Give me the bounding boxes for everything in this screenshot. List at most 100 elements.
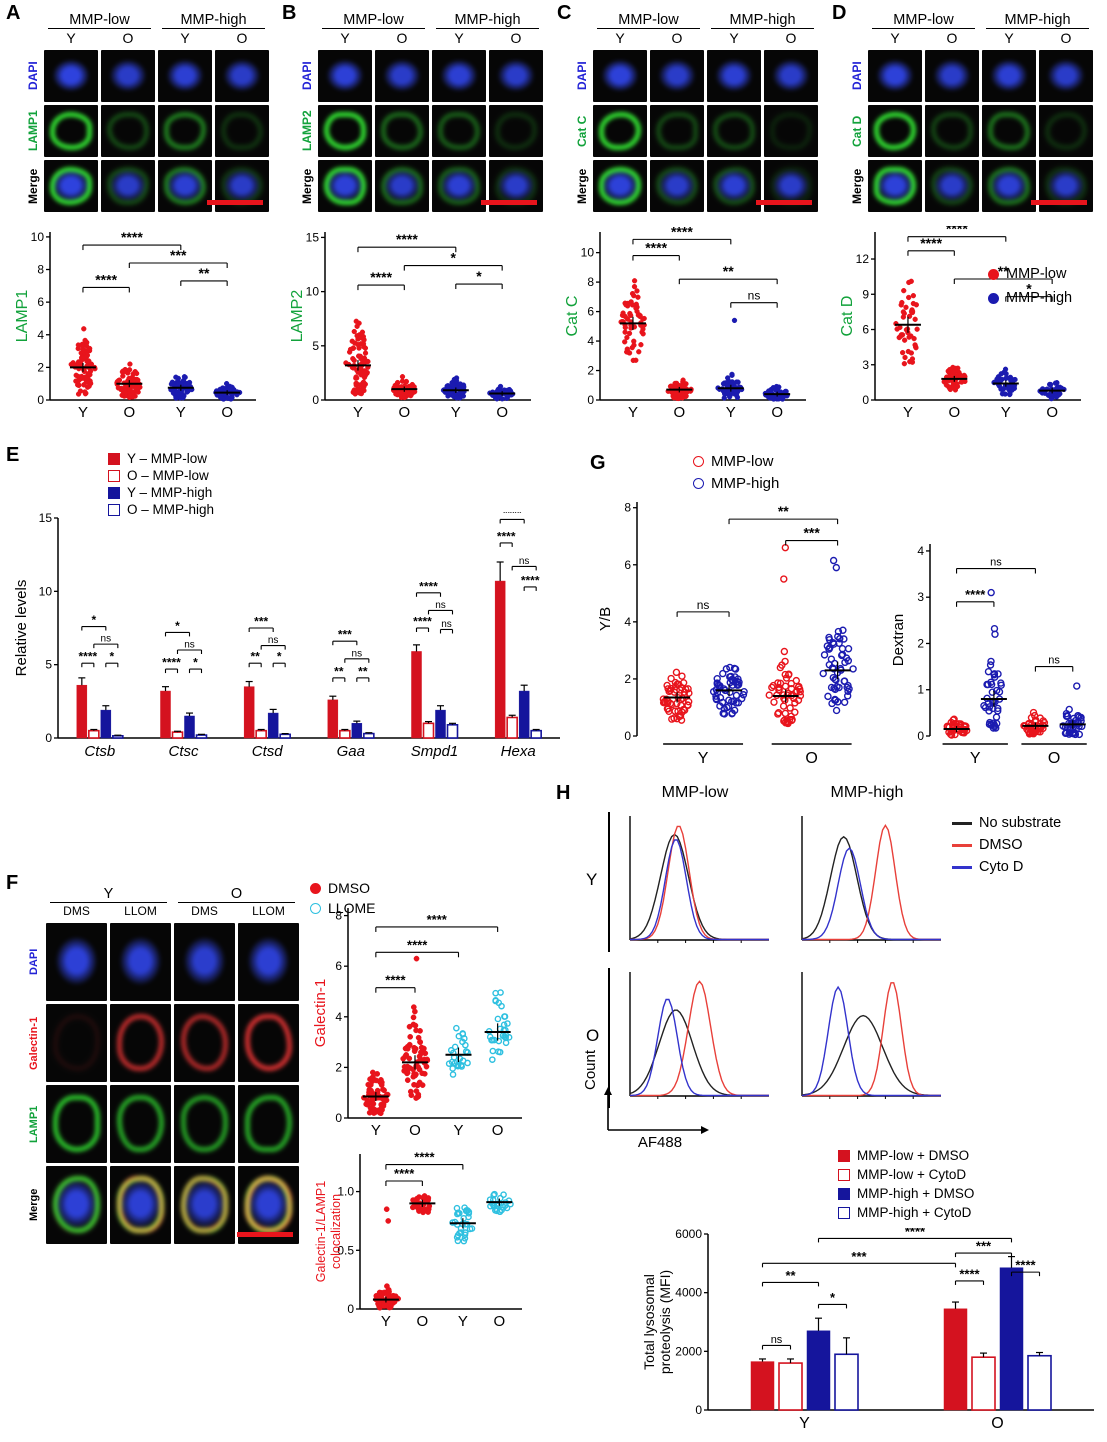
svg-text:2: 2 — [917, 636, 924, 650]
svg-text:O: O — [991, 1415, 1003, 1432]
svg-text:**: ** — [358, 664, 368, 678]
svg-text:4: 4 — [624, 615, 631, 629]
micro-cell — [44, 160, 98, 212]
svg-text:5: 5 — [312, 339, 319, 353]
membrane-signal — [769, 166, 813, 205]
panel-c-label: C — [557, 2, 572, 24]
legend-marker-icon — [108, 452, 120, 465]
micro-group-header: MMP-low — [597, 12, 700, 29]
micro-cell — [318, 160, 372, 212]
count-axis-label: Count — [582, 1049, 599, 1090]
micro-column-label: O — [1060, 30, 1072, 46]
micro-cell — [110, 1085, 171, 1163]
micro-cell — [158, 105, 212, 157]
flow-row-bracket-y — [608, 812, 610, 952]
flow-row-label-o: O — [586, 1026, 600, 1045]
micro-cell — [238, 1004, 299, 1082]
legend-label: MMP-low + DMSO — [857, 1148, 970, 1163]
panel-f-legend: DMSO LLOME — [310, 878, 375, 918]
proteolysis-bar-chart: 0 2000 4000 6000 Total lysosomal proteolysis … — [640, 1224, 1102, 1441]
nucleus-signal — [601, 58, 639, 93]
scatter-chart: 0 0.5 1.0 Galectin-1/LAMP1 colocalization Y O Y… — [314, 1150, 522, 1330]
flow-plot-y-mmp-low — [618, 806, 773, 961]
scale-bar — [207, 200, 263, 205]
panel-b-chart: 0 5 10 15 LAMP2 Y O Y O **** **** * * — [289, 226, 541, 429]
nucleus-signal — [658, 58, 696, 93]
flow-curve — [629, 1009, 769, 1097]
membrane-signal — [180, 1176, 229, 1234]
flow-plot-y-mmp-high — [790, 806, 945, 961]
micro-group-header: MMP-low — [48, 12, 151, 29]
proteolysis-bar-legend: MMP-low + DMSO MMP-low + CytoD MMP-high + … — [838, 1146, 974, 1222]
svg-text:*: * — [175, 619, 180, 633]
micro-cell — [101, 50, 155, 102]
svg-text:****: **** — [394, 1166, 415, 1181]
membrane-signal — [598, 111, 642, 150]
micro-cell — [764, 105, 818, 157]
svg-text:0: 0 — [37, 393, 44, 407]
svg-text:***: *** — [851, 1249, 867, 1264]
micro-cell — [174, 1004, 235, 1082]
micro-row-label: DAPI — [300, 61, 314, 91]
nucleus-signal — [933, 58, 971, 93]
panel-f-chart-galectin: 0 2 4 6 8 Galectin-1 Y O Y O **** **** **** — [312, 902, 530, 1147]
legend-label: DMSO — [979, 837, 1023, 853]
micro-cell — [238, 923, 299, 1001]
micro-cell — [174, 1085, 235, 1163]
micro-cell — [982, 160, 1036, 212]
micro-column-label: O — [122, 30, 134, 46]
svg-text:Y: Y — [628, 404, 638, 421]
svg-text:0: 0 — [347, 1302, 354, 1316]
membrane-signal — [494, 111, 538, 150]
micro-column-label: Y — [1004, 30, 1014, 46]
svg-text:**: ** — [998, 263, 1009, 279]
micro-cell — [375, 50, 429, 102]
micro-cell — [101, 160, 155, 212]
micro-cell — [868, 50, 922, 102]
micro-cell — [925, 160, 979, 212]
svg-text:2: 2 — [335, 1060, 342, 1074]
svg-text:Gaa: Gaa — [337, 743, 365, 760]
svg-text:Y: Y — [353, 404, 363, 421]
svg-text:****: **** — [370, 269, 392, 285]
svg-text:0: 0 — [335, 1111, 342, 1125]
svg-text:*: * — [91, 613, 96, 627]
micro-cell — [868, 105, 922, 157]
legend-marker-icon — [108, 503, 120, 516]
svg-text:0.5: 0.5 — [337, 1243, 354, 1257]
membrane-signal — [873, 111, 917, 150]
micro-cell — [925, 50, 979, 102]
svg-text:ns: ns — [1048, 655, 1060, 667]
membrane-signal — [437, 111, 481, 150]
legend-marker-icon — [838, 1149, 850, 1162]
svg-text:**: ** — [199, 265, 210, 281]
svg-text:Y: Y — [698, 750, 709, 767]
micro-cell — [158, 50, 212, 102]
panel-b-microscopy: MMP-low MMP-high Y O Y O DAPI LAMP2 Merge — [296, 12, 543, 212]
micro-column-label: O — [510, 30, 522, 46]
svg-text:Cat D: Cat D — [839, 296, 856, 337]
legend-label: Y – MMP-high — [127, 485, 213, 500]
svg-text:ns: ns — [101, 634, 112, 645]
svg-text:****: **** — [414, 1150, 435, 1165]
legend-label: MMP-low — [1006, 266, 1067, 282]
svg-text:ns: ns — [990, 557, 1002, 569]
micro-row-label: Merge — [300, 168, 314, 204]
legend-label: MMP-high — [711, 474, 780, 492]
svg-text:Y: Y — [903, 404, 913, 421]
svg-text:Relative levels: Relative levels — [13, 580, 30, 677]
micro-column-label: Y — [454, 30, 464, 46]
svg-text:*: * — [476, 268, 482, 284]
micro-group-header: O — [178, 886, 295, 903]
legend-item: MMP-low — [693, 450, 779, 472]
micro-group-header: MMP-high — [436, 12, 539, 29]
svg-text:****: **** — [905, 1228, 926, 1239]
svg-text:****: **** — [162, 656, 181, 670]
membrane-signal — [712, 111, 756, 150]
membrane-signal — [106, 111, 150, 150]
svg-text:**: ** — [778, 503, 789, 519]
svg-text:1.0: 1.0 — [337, 1185, 354, 1199]
